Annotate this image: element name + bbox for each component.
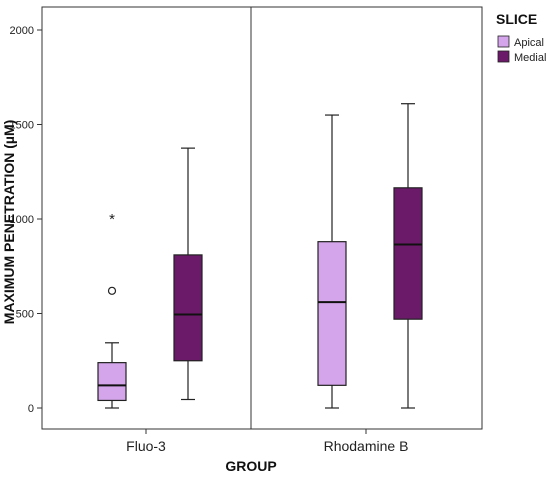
y-tick-label: 1000 [10, 214, 34, 226]
box-apical-fluo-3: * [97, 211, 127, 409]
y-tick-label: 500 [16, 309, 34, 321]
iqr-box [393, 187, 423, 320]
legend-label-apical: Apical [514, 37, 544, 49]
legend-title: SLICE [496, 11, 537, 27]
box-medial-rhodamine-b [393, 103, 423, 409]
y-tick-label: 1500 [10, 120, 34, 132]
y-tick-label: 0 [28, 403, 34, 415]
box-apical-rhodamine-b [317, 114, 347, 409]
iqr-box [97, 362, 127, 402]
boxes-layer: * [97, 103, 423, 409]
y-axis-title: MAXIMUM PENETRATION (µM) [1, 120, 17, 325]
iqr-box [173, 254, 203, 362]
y-tick-label: 2000 [10, 25, 34, 37]
iqr-box [317, 241, 347, 386]
legend-label-medial: Medial [514, 52, 546, 64]
legend-swatch-apical [497, 35, 510, 48]
legend-swatch-medial [497, 50, 510, 63]
x-tick-label-rhodamine-b: Rhodamine B [324, 438, 409, 454]
x-tick-label-fluo-3: Fluo-3 [126, 438, 166, 454]
x-axis: Fluo-3 Rhodamine B [126, 429, 408, 454]
box-medial-fluo-3 [173, 147, 203, 401]
x-axis-title: GROUP [225, 458, 276, 474]
y-axis: 0 500 1000 1500 2000 [10, 25, 42, 415]
outlier-star: * [109, 211, 115, 228]
legend: SLICE Apical Medial [496, 11, 546, 64]
outlier-circle [107, 286, 117, 295]
